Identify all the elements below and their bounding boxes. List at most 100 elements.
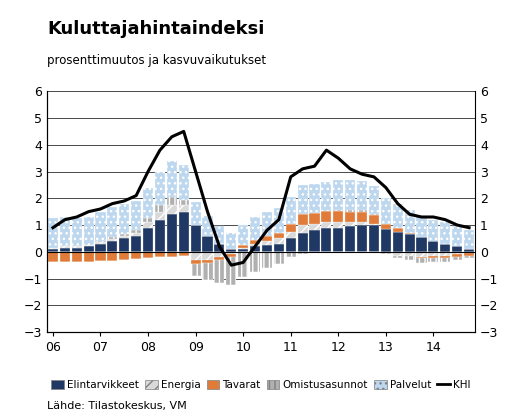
Bar bbox=[215, 260, 224, 283]
Bar bbox=[262, 236, 272, 241]
Bar bbox=[84, 252, 93, 262]
Bar bbox=[345, 226, 355, 252]
Bar bbox=[393, 252, 403, 256]
Bar bbox=[203, 260, 212, 263]
Bar bbox=[417, 259, 426, 263]
Bar bbox=[179, 252, 189, 256]
Bar bbox=[429, 258, 438, 262]
Bar bbox=[429, 252, 438, 256]
Bar bbox=[215, 226, 224, 244]
Bar bbox=[405, 234, 414, 252]
Bar bbox=[191, 264, 200, 276]
Bar bbox=[191, 202, 200, 225]
Bar bbox=[310, 213, 319, 224]
Bar bbox=[464, 249, 474, 252]
Bar bbox=[203, 216, 212, 236]
Bar bbox=[84, 247, 93, 252]
Bar bbox=[310, 224, 319, 230]
Bar bbox=[357, 181, 367, 210]
Bar bbox=[298, 233, 307, 252]
Bar bbox=[96, 242, 105, 244]
Bar bbox=[72, 247, 82, 248]
Bar bbox=[203, 252, 212, 260]
Bar bbox=[131, 201, 141, 230]
Bar bbox=[155, 205, 165, 212]
Bar bbox=[417, 252, 426, 257]
Bar bbox=[310, 230, 319, 252]
Bar bbox=[322, 228, 331, 252]
Bar bbox=[322, 182, 331, 211]
Bar bbox=[108, 239, 117, 241]
Bar bbox=[250, 240, 260, 244]
Bar bbox=[179, 205, 189, 212]
Bar bbox=[131, 230, 141, 233]
Bar bbox=[298, 214, 307, 225]
Bar bbox=[393, 232, 403, 252]
Bar bbox=[298, 225, 307, 233]
Bar bbox=[238, 249, 248, 252]
Bar bbox=[155, 220, 165, 252]
Bar bbox=[452, 254, 462, 257]
Bar bbox=[393, 205, 403, 229]
Bar bbox=[405, 233, 414, 234]
Bar bbox=[155, 171, 165, 205]
Bar bbox=[167, 252, 177, 256]
Bar bbox=[345, 180, 355, 210]
Bar bbox=[143, 252, 153, 259]
Bar bbox=[286, 232, 296, 238]
Bar bbox=[333, 228, 343, 252]
Bar bbox=[440, 252, 450, 256]
Bar bbox=[48, 218, 58, 248]
Bar bbox=[381, 229, 391, 252]
Bar bbox=[119, 252, 129, 260]
Bar bbox=[60, 217, 70, 247]
Bar bbox=[60, 247, 70, 248]
Bar bbox=[381, 224, 391, 229]
Bar bbox=[48, 252, 58, 262]
Bar bbox=[298, 252, 307, 254]
Bar bbox=[250, 244, 260, 247]
Bar bbox=[440, 256, 450, 259]
Bar bbox=[203, 263, 212, 281]
Bar bbox=[417, 216, 426, 237]
Bar bbox=[440, 222, 450, 244]
Bar bbox=[369, 214, 379, 215]
Bar bbox=[155, 212, 165, 220]
Bar bbox=[464, 253, 474, 256]
Bar bbox=[119, 236, 129, 238]
Bar bbox=[452, 257, 462, 260]
Bar bbox=[250, 217, 260, 240]
Bar bbox=[357, 222, 367, 225]
Bar bbox=[417, 237, 426, 252]
Bar bbox=[333, 211, 343, 222]
Bar bbox=[286, 252, 296, 257]
Bar bbox=[119, 234, 129, 236]
Bar bbox=[274, 238, 284, 244]
Bar bbox=[262, 212, 272, 236]
Text: prosenttimuutos ja kasvuvaikutukset: prosenttimuutos ja kasvuvaikutukset bbox=[47, 54, 266, 67]
Bar bbox=[369, 225, 379, 252]
Bar bbox=[429, 220, 438, 241]
Bar bbox=[250, 247, 260, 252]
Bar bbox=[131, 233, 141, 236]
Bar bbox=[381, 253, 391, 254]
Bar bbox=[274, 244, 284, 252]
Bar bbox=[238, 252, 248, 277]
Bar bbox=[60, 252, 70, 262]
Bar bbox=[131, 252, 141, 259]
Bar bbox=[226, 254, 236, 256]
Bar bbox=[167, 198, 177, 205]
Bar bbox=[381, 198, 391, 224]
Bar bbox=[440, 259, 450, 262]
Bar bbox=[452, 252, 462, 254]
Bar bbox=[84, 245, 93, 247]
Bar bbox=[155, 252, 165, 257]
Bar bbox=[286, 197, 296, 224]
Bar bbox=[226, 256, 236, 285]
Bar bbox=[310, 252, 319, 253]
Bar bbox=[191, 260, 200, 264]
Bar bbox=[215, 252, 224, 257]
Bar bbox=[48, 248, 58, 249]
Bar bbox=[238, 225, 248, 245]
Bar bbox=[452, 247, 462, 252]
